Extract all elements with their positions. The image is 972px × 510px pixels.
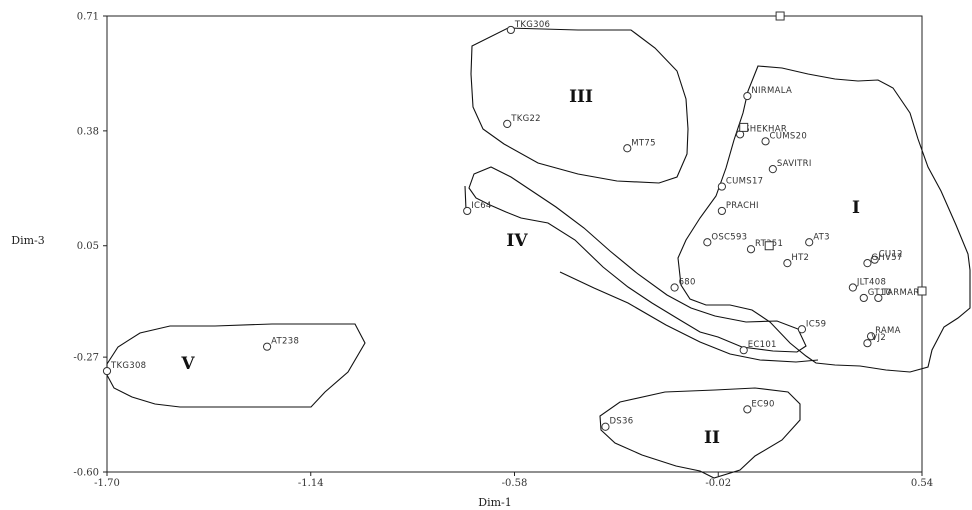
data-point	[670, 283, 679, 292]
x-tick-label: -0.02	[705, 478, 731, 489]
point-label: RAMA	[875, 326, 901, 336]
point-label: PRACHI	[726, 201, 759, 211]
data-point	[743, 91, 752, 101]
data-point	[717, 182, 726, 191]
data-point	[623, 144, 632, 153]
point-label: HT2	[791, 253, 809, 263]
data-point	[102, 366, 112, 376]
point-label: AT238	[271, 337, 299, 347]
point-label: AT3	[813, 232, 830, 242]
y-tick-label: 0.05	[77, 241, 99, 252]
square-marker	[775, 11, 785, 21]
cluster-boundary-V	[106, 323, 366, 408]
data-point	[863, 259, 872, 268]
cluster-label-I: I	[852, 198, 860, 218]
point-label: SAVITRI	[777, 159, 812, 169]
x-tick-label: -1.70	[94, 478, 120, 489]
cluster-label-II: II	[704, 428, 720, 448]
y-tick-label: -0.27	[73, 353, 99, 364]
cluster-boundary-IV	[468, 166, 807, 353]
data-point	[743, 405, 752, 414]
point-label: GT10	[868, 288, 892, 298]
cluster-boundary-I	[677, 65, 971, 373]
point-label: TARMAR	[881, 288, 919, 298]
point-label: TKG306	[514, 20, 550, 30]
data-point	[848, 283, 857, 292]
point-label: EC101	[748, 340, 777, 350]
cluster-boundary-IV-extra	[464, 185, 819, 363]
point-label: NIRMALA	[751, 86, 792, 96]
data-point	[805, 238, 814, 247]
point-label: DS36	[609, 417, 633, 427]
point-label: OSC593	[711, 232, 747, 242]
square-marker	[917, 286, 927, 296]
data-point	[866, 332, 876, 341]
data-point	[874, 293, 883, 303]
data-point	[746, 245, 756, 254]
y-tick-label: -0.60	[73, 468, 99, 479]
point-label: CU12	[879, 250, 903, 260]
square-marker	[764, 241, 774, 251]
cluster-boundary-III	[470, 27, 689, 184]
square-marker	[739, 122, 749, 132]
data-point	[783, 259, 792, 268]
y-tick-label: 0.38	[77, 126, 99, 137]
point-label: IC64	[471, 201, 491, 211]
point-label: MT75	[631, 138, 656, 148]
data-point	[797, 325, 807, 334]
x-tick-label: 0.54	[911, 478, 933, 489]
point-label: VJ2	[871, 333, 886, 343]
x-tick-label: -1.14	[298, 478, 324, 489]
x-tick-label: -0.58	[502, 478, 528, 489]
cluster-label-V: V	[180, 354, 195, 374]
point-label: JLT408	[856, 278, 886, 288]
point-label: 680	[679, 278, 696, 288]
point-label: SHEKHAR	[744, 124, 787, 134]
y-tick-label: 0.71	[77, 12, 99, 23]
data-point	[717, 206, 726, 216]
data-point	[859, 293, 868, 303]
point-label: CUMS17	[726, 177, 764, 187]
data-point	[506, 25, 515, 35]
cluster-label-III: III	[569, 87, 593, 107]
point-label: GHV57	[871, 253, 902, 263]
point-label: TKG308	[110, 361, 146, 371]
data-point	[503, 119, 512, 129]
data-point	[870, 255, 879, 264]
cluster-label-IV: IV	[506, 231, 528, 251]
data-point	[768, 165, 777, 174]
data-point	[761, 137, 770, 146]
data-point	[703, 238, 712, 247]
y-axis-label: Dim-3	[11, 234, 44, 247]
data-point	[262, 342, 272, 351]
point-label: IC59	[806, 319, 826, 329]
data-point	[739, 346, 748, 355]
data-point	[601, 422, 610, 431]
x-axis-label: Dim-1	[478, 496, 511, 509]
point-label: CUMS20	[770, 131, 808, 141]
point-label: TKG22	[510, 114, 541, 124]
cluster-boundary-II	[599, 387, 801, 479]
data-point	[863, 339, 872, 348]
point-label: EC90	[751, 399, 774, 409]
data-point	[463, 206, 472, 216]
